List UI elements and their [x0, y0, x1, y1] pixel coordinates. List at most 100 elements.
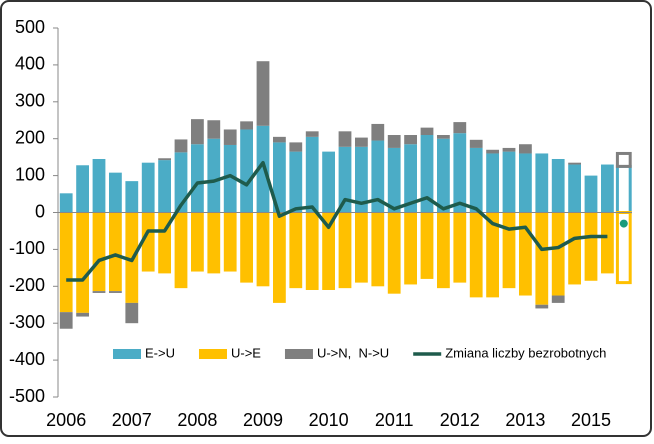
y-tick-label: -500 — [9, 386, 45, 406]
bar — [404, 144, 417, 213]
bar — [371, 140, 385, 213]
bar — [223, 144, 237, 213]
bar — [191, 212, 204, 272]
bar — [601, 164, 614, 213]
y-tick-label: -100 — [9, 238, 45, 258]
bar — [338, 212, 352, 289]
bar — [404, 212, 417, 285]
x-tick-label: 2012 — [440, 410, 480, 430]
bar — [551, 212, 565, 296]
bar — [469, 139, 483, 148]
bar — [125, 302, 139, 324]
bar — [92, 212, 106, 292]
bar — [519, 153, 532, 213]
bar — [174, 152, 188, 213]
y-tick-label: -400 — [9, 349, 45, 369]
bar — [338, 131, 352, 147]
y-tick-label: -300 — [9, 312, 45, 332]
bar — [273, 142, 286, 213]
legend-label: Zmiana liczby bezrobotnych — [445, 345, 606, 360]
bar — [453, 212, 467, 283]
bar — [174, 139, 188, 153]
bar — [420, 127, 434, 136]
bar — [158, 158, 171, 161]
bar — [387, 135, 401, 148]
legend-swatch — [284, 349, 313, 359]
bar — [109, 172, 122, 213]
bar — [502, 151, 516, 213]
bar — [76, 312, 89, 317]
bar — [273, 212, 286, 303]
bar — [305, 136, 319, 213]
bar — [519, 144, 532, 154]
legend-swatch — [113, 349, 141, 359]
bar — [141, 162, 155, 213]
bar — [453, 122, 467, 134]
bar — [240, 121, 253, 130]
bar — [109, 212, 122, 292]
x-tick-label: 2009 — [243, 410, 283, 430]
bar — [453, 133, 467, 213]
bar — [535, 304, 549, 309]
x-tick-label: 2007 — [112, 410, 152, 430]
bar — [158, 160, 171, 213]
bar — [502, 212, 516, 289]
bar — [207, 120, 221, 139]
x-tick-label: 2006 — [46, 410, 86, 430]
bar — [469, 212, 483, 298]
bar — [92, 158, 106, 213]
bar — [289, 212, 303, 289]
bar — [191, 119, 204, 145]
bar — [59, 193, 73, 213]
bar — [371, 123, 385, 141]
bar — [486, 153, 499, 213]
legend-label: E->U — [145, 345, 175, 360]
bar — [92, 291, 106, 293]
bar — [240, 212, 253, 283]
bar — [256, 212, 270, 287]
bar — [568, 212, 581, 285]
bar — [568, 164, 581, 213]
bar — [601, 212, 614, 274]
bar — [322, 151, 335, 213]
bar — [223, 129, 237, 145]
x-tick-label: 2011 — [375, 410, 414, 430]
bar — [551, 158, 565, 213]
bar — [371, 212, 385, 287]
bar — [207, 212, 221, 274]
bar — [420, 212, 434, 279]
bar — [109, 291, 122, 293]
bar — [240, 129, 253, 213]
bar — [305, 212, 319, 290]
x-tick-label: 2010 — [309, 410, 349, 430]
bar — [322, 212, 335, 290]
bar — [207, 138, 221, 213]
forecast-point — [619, 219, 628, 228]
bar — [387, 147, 401, 213]
y-tick-label: 500 — [15, 17, 45, 37]
y-tick-label: 300 — [15, 91, 45, 111]
bar — [59, 312, 73, 329]
bar — [437, 138, 450, 213]
bar — [256, 61, 270, 126]
bar — [125, 181, 139, 213]
bar — [469, 147, 483, 213]
bar — [273, 136, 286, 143]
bar — [191, 144, 204, 213]
bar — [551, 295, 565, 303]
bar — [535, 212, 549, 305]
bar — [59, 212, 73, 313]
x-tick-label: 2013 — [505, 410, 545, 430]
bar — [437, 135, 450, 139]
bar — [223, 212, 237, 272]
bar — [584, 212, 598, 281]
bar — [355, 137, 368, 147]
bar — [338, 146, 352, 213]
x-tick-label: 2015 — [571, 410, 611, 430]
legend-label: U->N, N->U — [317, 345, 389, 360]
bar — [568, 162, 581, 165]
bar — [387, 212, 401, 294]
y-tick-label: 0 — [35, 201, 45, 221]
bar — [76, 165, 89, 213]
